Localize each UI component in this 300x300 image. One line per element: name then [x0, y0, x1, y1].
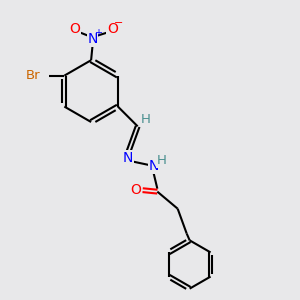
Text: +: +: [94, 28, 102, 38]
Text: O: O: [107, 22, 118, 36]
Text: N: N: [123, 151, 133, 165]
Text: N: N: [149, 159, 159, 173]
Text: −: −: [114, 18, 123, 28]
Text: O: O: [70, 22, 80, 36]
Text: H: H: [157, 154, 167, 167]
Text: H: H: [141, 113, 151, 126]
Text: Br: Br: [26, 69, 41, 82]
Text: N: N: [87, 32, 98, 46]
Text: O: O: [130, 183, 141, 197]
